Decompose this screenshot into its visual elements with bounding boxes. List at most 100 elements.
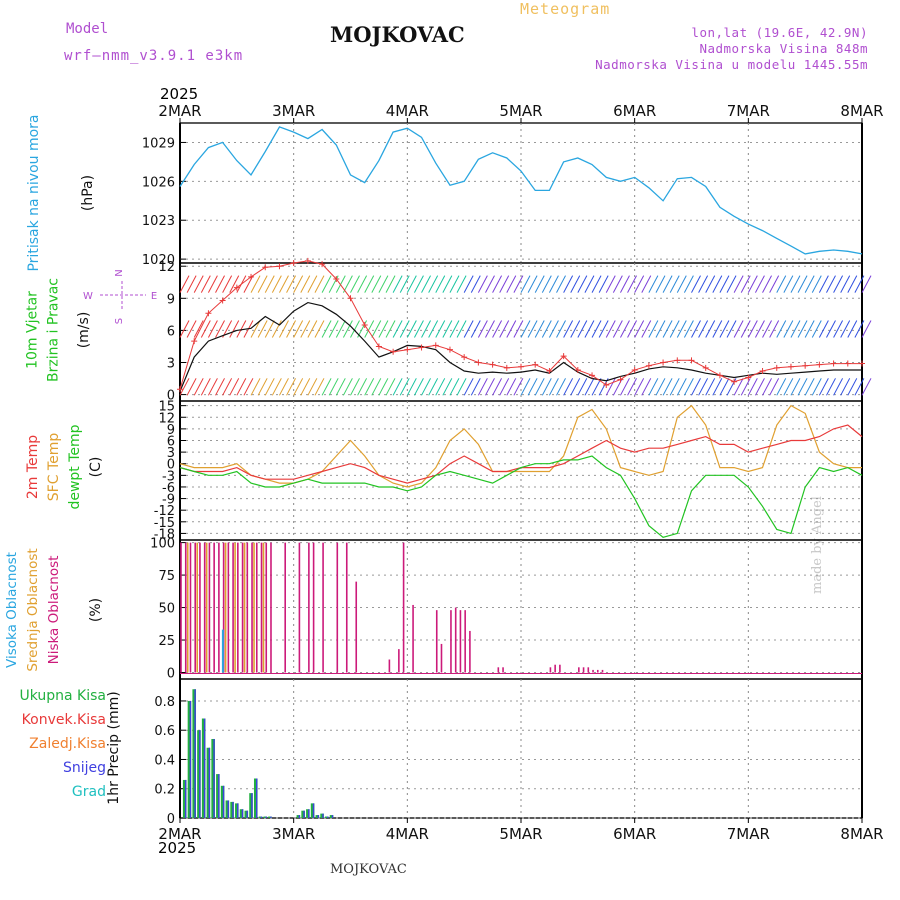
meteogram-subtitle: Meteogram xyxy=(520,0,611,18)
wind-barb xyxy=(328,320,339,338)
wind-barb xyxy=(534,378,545,396)
wind-barb xyxy=(179,320,190,338)
wind-barb xyxy=(435,275,446,293)
wind-barb xyxy=(783,275,794,293)
wind-barb xyxy=(854,320,865,338)
wind-barb xyxy=(406,320,417,338)
wind-barb xyxy=(776,320,787,338)
wind-barb xyxy=(428,275,439,293)
wind-barb xyxy=(477,378,488,396)
wind-barb xyxy=(442,320,453,338)
wind-barb xyxy=(719,378,730,396)
wind-gust-marker xyxy=(844,360,851,367)
wind-barb xyxy=(357,275,368,293)
wind-barb xyxy=(428,378,439,396)
wind-barb xyxy=(847,320,858,338)
wind-barb xyxy=(385,378,396,396)
wind-barb xyxy=(293,320,304,338)
precip-ylabel: 1hr Precip (mm) xyxy=(106,691,122,804)
wind-ylabel: 10m Vjetar xyxy=(25,291,41,369)
wind-barb xyxy=(463,275,474,293)
wind-barb xyxy=(279,378,289,396)
wind-barb xyxy=(335,378,346,396)
wind-barb xyxy=(769,378,780,396)
wind-barb xyxy=(641,275,652,293)
compass-south: S xyxy=(114,318,125,324)
wind-barb xyxy=(321,320,332,338)
wind-barb xyxy=(712,378,723,396)
wind-barb xyxy=(612,275,623,293)
wind-barb xyxy=(577,320,588,338)
lonlat-label: lon,lat (19.6E, 42.9N) xyxy=(691,25,868,40)
wind-barb xyxy=(371,378,382,396)
compass-north: N xyxy=(114,269,125,276)
temp-ylabel: 2m Temp xyxy=(25,435,41,499)
wind-barb xyxy=(520,275,531,293)
wind-barb xyxy=(378,378,389,396)
wind-barb xyxy=(797,320,808,338)
x-tick-label-bottom: 8MAR xyxy=(840,825,883,843)
precip-snow-bar xyxy=(251,793,253,818)
wind-barb xyxy=(698,275,709,293)
dewpoint-line xyxy=(179,455,863,538)
wind-gust-marker xyxy=(489,361,496,368)
wind-barb xyxy=(456,378,467,396)
wind-barb xyxy=(186,275,197,293)
wind-barb xyxy=(485,320,495,338)
wind-barb xyxy=(826,378,836,396)
wind-barb xyxy=(250,275,261,293)
x-tick-label-bottom: 4MAR xyxy=(386,825,429,843)
panel-frame-precip xyxy=(179,678,863,819)
wind-gust-marker xyxy=(645,362,652,369)
wind-gust-marker xyxy=(446,346,453,353)
wind-barb xyxy=(179,378,190,396)
wind-barb xyxy=(271,320,282,338)
wind-barb xyxy=(350,275,360,293)
wind-barb xyxy=(733,320,744,338)
wind-barb xyxy=(648,275,659,293)
wind-barb xyxy=(385,275,396,293)
wind-barb xyxy=(534,275,545,293)
wind-barb xyxy=(499,320,510,338)
wind-barb xyxy=(655,378,666,396)
wind-barb xyxy=(527,320,538,338)
wind-barb xyxy=(811,320,822,338)
precip-bar xyxy=(230,801,234,818)
wind-gust-marker xyxy=(304,257,311,264)
wind-barb xyxy=(712,320,723,338)
wind-barb xyxy=(826,320,836,338)
precip-snow-bar xyxy=(189,700,192,818)
wind-barb xyxy=(271,378,282,396)
wind-gust-marker xyxy=(702,364,709,371)
wind-barb xyxy=(605,378,616,396)
wind-barb xyxy=(506,378,517,396)
wind-barb xyxy=(513,275,524,293)
wind-gust-marker xyxy=(589,372,596,379)
wind-barb xyxy=(186,378,197,396)
wind-barb xyxy=(271,275,282,293)
precip-snow-bar xyxy=(203,718,206,818)
wind-barb xyxy=(257,320,268,338)
wind-barb xyxy=(541,378,552,396)
wind-gust-marker xyxy=(347,295,354,302)
wind-gust-marker xyxy=(532,361,539,368)
temp-ytick-label: 12 xyxy=(158,411,175,426)
temp-ylabel: SFC Temp xyxy=(46,433,62,502)
temp-ytick-label: -12 xyxy=(154,504,175,519)
precip-snow-bar xyxy=(322,813,324,818)
wind-gust-marker xyxy=(475,359,482,366)
wind-barb xyxy=(804,378,815,396)
wind-barb xyxy=(591,378,602,396)
pressure-ylabel: Pritisak na nivou mora xyxy=(26,114,42,271)
wind-barb xyxy=(754,378,765,396)
wind-barb xyxy=(655,320,666,338)
precip-snow-bar xyxy=(303,810,305,818)
pressure-unit: (hPa) xyxy=(80,175,96,211)
wind-barb xyxy=(477,320,488,338)
wind-barb xyxy=(499,275,510,293)
wind-barb xyxy=(833,320,844,338)
wind-barb xyxy=(207,378,218,396)
wind-barb xyxy=(193,320,204,338)
wind-barb xyxy=(250,378,261,396)
